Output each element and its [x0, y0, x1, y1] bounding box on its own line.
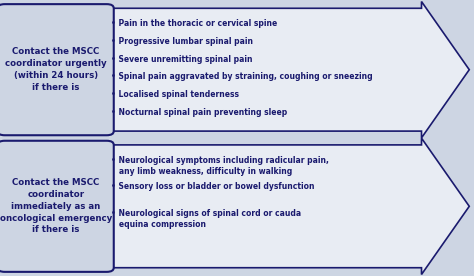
Text: Contact the MSCC
coordinator urgently
(within 24 hours)
if there is: Contact the MSCC coordinator urgently (w… — [5, 47, 107, 92]
Polygon shape — [102, 2, 469, 138]
Text: Contact the MSCC
coordinator
immediately as an
oncological emergency
if there is: Contact the MSCC coordinator immediately… — [0, 178, 112, 234]
Text: • Neurological signs of spinal cord or cauda
   equina compression: • Neurological signs of spinal cord or c… — [111, 209, 301, 229]
Text: • Nocturnal spinal pain preventing sleep: • Nocturnal spinal pain preventing sleep — [111, 108, 288, 117]
Text: • Spinal pain aggravated by straining, coughing or sneezing: • Spinal pain aggravated by straining, c… — [111, 72, 373, 81]
FancyBboxPatch shape — [0, 4, 114, 135]
Text: • Severe unremitting spinal pain: • Severe unremitting spinal pain — [111, 55, 253, 64]
Text: • Sensory loss or bladder or bowel dysfunction: • Sensory loss or bladder or bowel dysfu… — [111, 182, 315, 192]
Text: • Neurological symptoms including radicular pain,
   any limb weakness, difficul: • Neurological symptoms including radicu… — [111, 156, 329, 176]
FancyBboxPatch shape — [0, 141, 114, 272]
Text: • Localised spinal tenderness: • Localised spinal tenderness — [111, 90, 239, 99]
Text: • Progressive lumbar spinal pain: • Progressive lumbar spinal pain — [111, 37, 254, 46]
Text: • Pain in the thoracic or cervical spine: • Pain in the thoracic or cervical spine — [111, 19, 278, 28]
Polygon shape — [102, 138, 469, 274]
